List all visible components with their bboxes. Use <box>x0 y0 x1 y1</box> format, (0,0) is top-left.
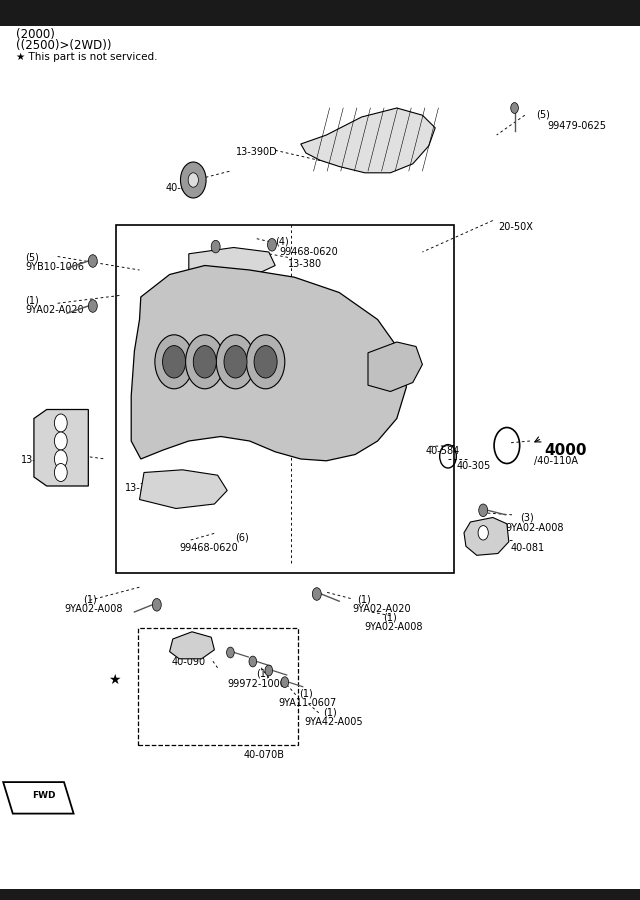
Text: 40-070B: 40-070B <box>243 750 284 760</box>
Text: (1): (1) <box>357 594 371 604</box>
Bar <box>116 225 454 573</box>
Circle shape <box>188 173 198 187</box>
Polygon shape <box>189 248 275 281</box>
Text: 13-3K0: 13-3K0 <box>125 483 160 493</box>
Text: 9YA42-A005: 9YA42-A005 <box>304 717 363 727</box>
Circle shape <box>224 346 247 378</box>
Text: (6): (6) <box>235 533 248 543</box>
Circle shape <box>193 346 216 378</box>
Text: ★: ★ <box>108 673 120 688</box>
Circle shape <box>268 238 276 251</box>
Text: 9YA11-0607: 9YA11-0607 <box>278 698 337 707</box>
Polygon shape <box>131 266 406 461</box>
Text: FWD: FWD <box>32 791 55 800</box>
Text: (1): (1) <box>26 295 39 305</box>
Text: 13-390D: 13-390D <box>236 147 277 157</box>
Circle shape <box>54 464 67 482</box>
Circle shape <box>152 598 161 611</box>
Circle shape <box>54 414 67 432</box>
Circle shape <box>246 335 285 389</box>
Text: /40-110A: /40-110A <box>534 456 579 466</box>
Text: 4000: 4000 <box>544 443 586 458</box>
Text: ★: ★ <box>296 301 309 315</box>
Bar <box>138 628 298 745</box>
Polygon shape <box>3 782 74 814</box>
Text: 40-090: 40-090 <box>172 657 205 667</box>
Polygon shape <box>140 470 227 508</box>
Text: 9YA02-A020: 9YA02-A020 <box>353 604 412 614</box>
Bar <box>0 889 640 900</box>
Text: (1): (1) <box>323 707 337 717</box>
Text: 99468-0620: 99468-0620 <box>179 543 238 553</box>
Circle shape <box>479 504 488 517</box>
Circle shape <box>478 526 488 540</box>
Polygon shape <box>301 108 435 173</box>
Text: 9YA02-A020: 9YA02-A020 <box>26 305 84 315</box>
Circle shape <box>281 677 289 688</box>
Circle shape <box>54 450 67 468</box>
Polygon shape <box>34 410 88 486</box>
Text: 13-462: 13-462 <box>20 455 55 465</box>
Polygon shape <box>368 342 422 392</box>
Text: (5): (5) <box>26 252 40 262</box>
Text: 40-305: 40-305 <box>457 461 492 471</box>
Circle shape <box>180 162 206 198</box>
Text: ((2500)>(2WD)): ((2500)>(2WD)) <box>16 39 111 51</box>
Text: (2000): (2000) <box>16 28 55 40</box>
Circle shape <box>249 656 257 667</box>
Circle shape <box>88 300 97 312</box>
Circle shape <box>312 588 321 600</box>
Text: (3): (3) <box>520 513 534 523</box>
Text: (5): (5) <box>536 110 550 120</box>
Text: 40-584: 40-584 <box>426 446 460 456</box>
Circle shape <box>155 335 193 389</box>
Text: 9YA02-A008: 9YA02-A008 <box>365 622 423 632</box>
Text: (1): (1) <box>383 612 396 622</box>
Text: 13-380: 13-380 <box>288 259 322 269</box>
Text: 20-50X: 20-50X <box>498 222 532 232</box>
Text: 40-061: 40-061 <box>165 183 199 193</box>
Circle shape <box>511 103 518 113</box>
Circle shape <box>227 647 234 658</box>
Text: (1): (1) <box>256 669 269 679</box>
Text: 99468-0620: 99468-0620 <box>280 247 339 256</box>
Text: 9YB10-1006: 9YB10-1006 <box>26 262 84 272</box>
Polygon shape <box>170 632 214 659</box>
Text: 99972-1000: 99972-1000 <box>227 679 286 688</box>
Circle shape <box>265 665 273 676</box>
Text: (1): (1) <box>300 688 313 698</box>
Text: ★ This part is not serviced.: ★ This part is not serviced. <box>16 52 157 62</box>
Text: 9YA02-A008: 9YA02-A008 <box>64 604 122 614</box>
Text: (4): (4) <box>275 237 289 247</box>
Text: 99479-0625: 99479-0625 <box>547 121 606 130</box>
Text: 9YA02-A008: 9YA02-A008 <box>506 523 564 533</box>
Circle shape <box>186 335 224 389</box>
Bar <box>0 0 640 26</box>
Circle shape <box>216 335 255 389</box>
Circle shape <box>54 432 67 450</box>
Circle shape <box>163 346 186 378</box>
Text: 40-081: 40-081 <box>511 543 545 553</box>
Circle shape <box>88 255 97 267</box>
Polygon shape <box>464 518 509 555</box>
Text: (1): (1) <box>83 594 97 604</box>
Circle shape <box>211 240 220 253</box>
Circle shape <box>254 346 277 378</box>
